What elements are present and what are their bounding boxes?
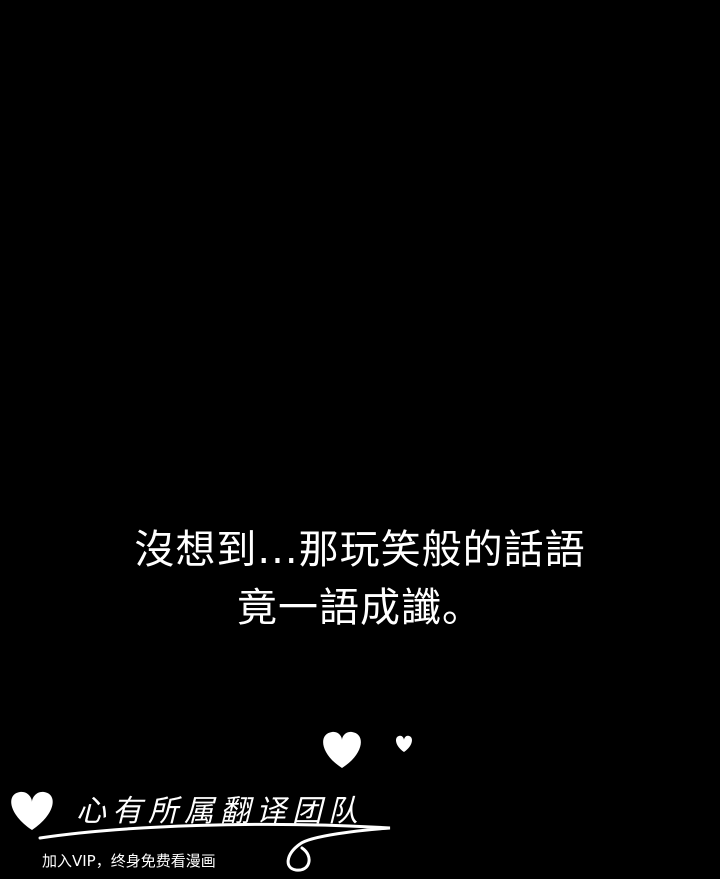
caption-line-1: 沒想到...那玩笑般的話語 <box>134 527 586 573</box>
heart-icon <box>323 731 361 768</box>
caption-line-2: 竟一語成讖。 <box>237 585 483 631</box>
watermark-decoration <box>11 731 412 872</box>
watermark: 心有所属翻译团队 加入VIP，终身免费看漫画 <box>0 720 430 879</box>
heart-icon <box>11 791 53 830</box>
watermark-title: 心有所属翻译团队 <box>76 794 364 829</box>
watermark-subtitle: 加入VIP，终身免费看漫画 <box>42 852 216 870</box>
heart-icon <box>396 735 412 752</box>
swirl-line <box>38 822 391 872</box>
